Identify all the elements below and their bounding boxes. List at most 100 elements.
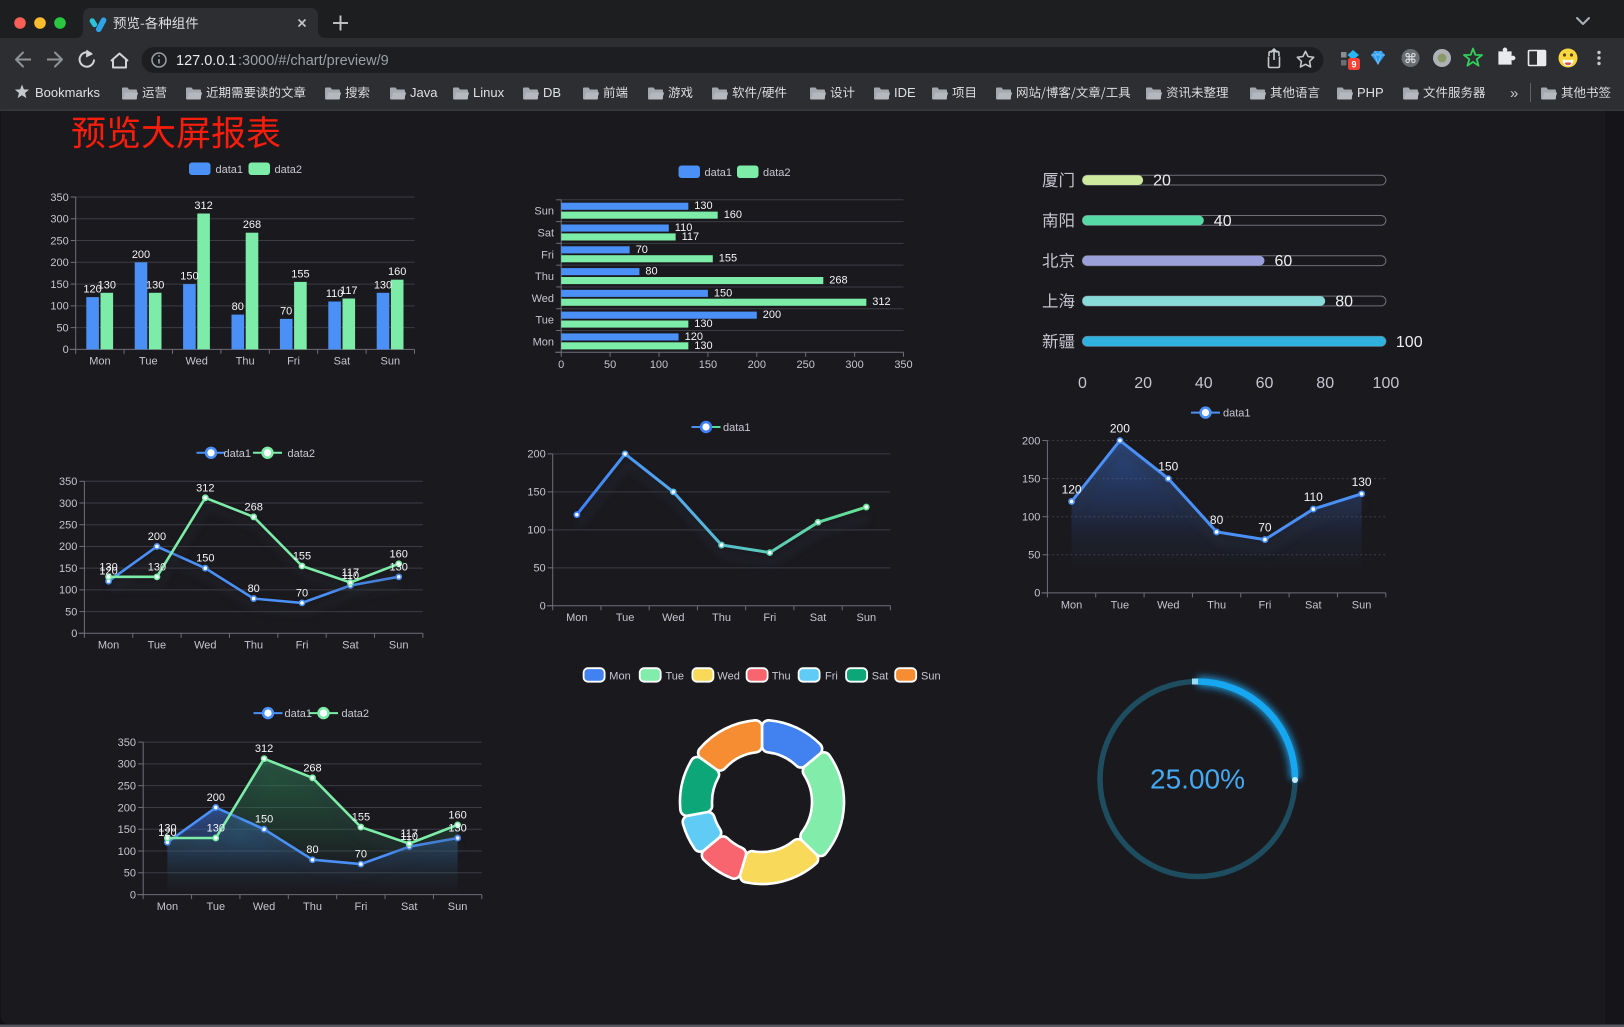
svg-text:Mon: Mon: [1061, 600, 1082, 612]
svg-text:Wed: Wed: [185, 356, 207, 368]
svg-text:IDE: IDE: [894, 85, 916, 100]
svg-text:50: 50: [124, 868, 136, 880]
svg-text:100: 100: [1396, 334, 1423, 351]
svg-text:Sat: Sat: [872, 671, 889, 683]
svg-text:70: 70: [636, 244, 648, 256]
svg-text:25.00%: 25.00%: [1150, 764, 1245, 795]
svg-text:130: 130: [694, 340, 712, 352]
svg-text:120: 120: [158, 827, 176, 839]
svg-text:110: 110: [326, 288, 344, 300]
svg-text:120: 120: [685, 331, 703, 343]
svg-text:Linux: Linux: [473, 85, 505, 100]
svg-text:Thu: Thu: [303, 901, 322, 913]
svg-text:Wed: Wed: [1157, 600, 1179, 612]
svg-text:9: 9: [1351, 60, 1356, 70]
svg-text:»: »: [1510, 85, 1518, 102]
svg-text:300: 300: [118, 759, 136, 771]
svg-text:150: 150: [1158, 460, 1178, 474]
svg-text:300: 300: [59, 498, 77, 510]
svg-text:80: 80: [645, 266, 657, 278]
svg-text:Fri: Fri: [763, 612, 776, 624]
svg-text:Sat: Sat: [334, 356, 351, 368]
svg-text:312: 312: [194, 200, 212, 212]
svg-text:Bookmarks: Bookmarks: [35, 85, 101, 100]
svg-text:Tue: Tue: [666, 671, 685, 683]
svg-text:200: 200: [132, 249, 150, 261]
svg-text:110: 110: [342, 570, 360, 582]
svg-text:Mon: Mon: [566, 612, 587, 624]
svg-text:Tue: Tue: [207, 901, 226, 913]
svg-text:312: 312: [872, 296, 890, 308]
svg-text:Tue: Tue: [535, 315, 554, 327]
svg-text:200: 200: [207, 792, 225, 804]
svg-text:150: 150: [714, 287, 732, 299]
svg-text:Fri: Fri: [541, 249, 554, 261]
svg-text:160: 160: [390, 548, 408, 560]
svg-text:117: 117: [340, 285, 358, 297]
svg-text:150: 150: [699, 359, 717, 371]
svg-text:40: 40: [1214, 213, 1232, 230]
svg-text:PHP: PHP: [1357, 85, 1384, 100]
svg-text:data1: data1: [285, 708, 313, 720]
svg-text:130: 130: [694, 318, 712, 330]
svg-text:Wed: Wed: [194, 640, 216, 652]
svg-text:350: 350: [894, 359, 912, 371]
svg-text:data1: data1: [224, 448, 252, 460]
svg-text:80: 80: [248, 583, 260, 595]
svg-text:70: 70: [355, 849, 367, 861]
svg-text:268: 268: [829, 275, 847, 287]
svg-text:200: 200: [1110, 422, 1130, 436]
svg-text:110: 110: [1304, 490, 1323, 504]
svg-text:Sun: Sun: [389, 640, 409, 652]
svg-text:130: 130: [98, 279, 116, 291]
svg-text:127.0.0.1: 127.0.0.1: [176, 53, 236, 69]
svg-text:50: 50: [533, 563, 545, 575]
svg-text:Sun: Sun: [1352, 600, 1372, 612]
svg-text:0: 0: [63, 344, 69, 356]
svg-text:20: 20: [1153, 173, 1171, 190]
svg-text:100: 100: [50, 301, 68, 313]
svg-text:155: 155: [719, 253, 737, 265]
svg-text:Thu: Thu: [244, 640, 263, 652]
svg-text:250: 250: [59, 520, 77, 532]
svg-text:20: 20: [1134, 375, 1152, 392]
svg-text:200: 200: [50, 257, 68, 269]
svg-text:Thu: Thu: [712, 612, 731, 624]
svg-text:Wed: Wed: [662, 612, 684, 624]
svg-text:130: 130: [158, 823, 176, 835]
svg-text:200: 200: [59, 541, 77, 553]
svg-text:Mon: Mon: [609, 671, 630, 683]
svg-text:Mon: Mon: [157, 901, 178, 913]
svg-text:Thu: Thu: [772, 671, 791, 683]
svg-text:50: 50: [604, 359, 616, 371]
svg-text:155: 155: [352, 812, 370, 824]
svg-text:Java: Java: [410, 85, 438, 100]
svg-text:200: 200: [118, 802, 136, 814]
svg-text:50: 50: [65, 606, 77, 618]
svg-text:Thu: Thu: [1207, 600, 1226, 612]
svg-text:350: 350: [59, 476, 77, 488]
svg-text:DB: DB: [543, 85, 561, 100]
svg-text:Tue: Tue: [616, 612, 635, 624]
svg-text:100: 100: [1373, 375, 1400, 392]
svg-text:130: 130: [694, 200, 712, 212]
svg-text:0: 0: [1034, 588, 1040, 600]
svg-text:0: 0: [130, 889, 136, 901]
svg-text:0: 0: [71, 628, 77, 640]
svg-text:150: 150: [180, 271, 198, 283]
svg-text:0: 0: [540, 601, 546, 613]
svg-text:70: 70: [296, 587, 308, 599]
svg-text:150: 150: [59, 563, 77, 575]
svg-text:0: 0: [1078, 375, 1087, 392]
svg-text:200: 200: [527, 449, 545, 461]
svg-text:120: 120: [1062, 483, 1082, 497]
svg-text:80: 80: [1210, 513, 1224, 527]
svg-text:268: 268: [303, 762, 321, 774]
svg-text:Tue: Tue: [148, 640, 167, 652]
svg-text:200: 200: [748, 359, 766, 371]
svg-text:100: 100: [118, 846, 136, 858]
svg-text:130: 130: [448, 823, 466, 835]
svg-text:117: 117: [342, 567, 360, 579]
svg-text:130: 130: [390, 561, 408, 573]
svg-text:80: 80: [306, 844, 318, 856]
